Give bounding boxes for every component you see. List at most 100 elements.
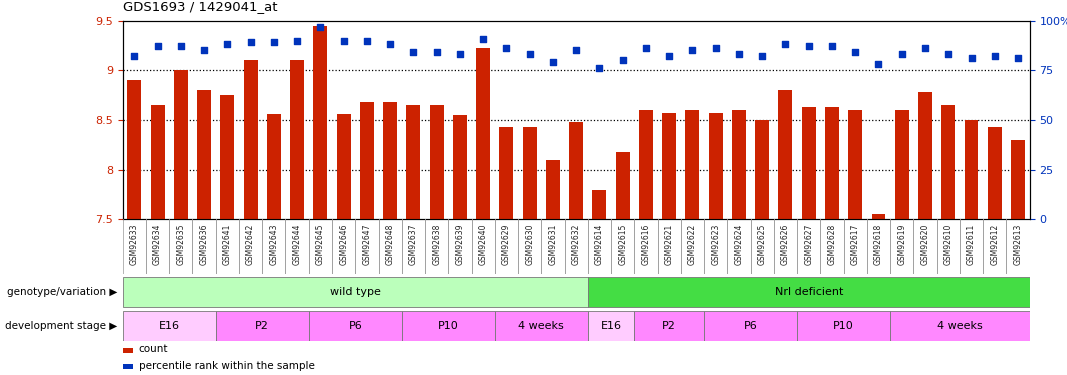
Text: GSM92634: GSM92634 [153, 224, 162, 265]
Bar [704, 311, 797, 340]
Text: GSM92637: GSM92637 [409, 224, 418, 265]
Text: GSM92638: GSM92638 [432, 224, 441, 265]
Point [847, 50, 864, 55]
Point [800, 44, 817, 50]
Bar [797, 311, 890, 340]
Text: GSM92617: GSM92617 [850, 224, 860, 265]
Point [684, 48, 701, 54]
Point [382, 42, 399, 48]
Point [1009, 56, 1026, 62]
Text: GSM92633: GSM92633 [130, 224, 139, 265]
Text: GSM92644: GSM92644 [292, 224, 302, 265]
Point [940, 51, 957, 57]
Bar [732, 110, 746, 219]
Text: 4 weeks: 4 weeks [937, 321, 983, 331]
Bar [588, 277, 1030, 307]
Point [731, 51, 748, 57]
Bar [1012, 140, 1025, 219]
Text: GSM92626: GSM92626 [781, 224, 790, 265]
Bar [848, 110, 862, 219]
Point [637, 45, 654, 51]
Bar [267, 114, 281, 219]
Bar [452, 115, 467, 219]
Text: P2: P2 [663, 321, 676, 331]
Text: count: count [139, 345, 169, 354]
Text: P10: P10 [833, 321, 854, 331]
Point [288, 38, 305, 44]
Text: GSM92611: GSM92611 [967, 224, 976, 265]
Text: GSM92624: GSM92624 [734, 224, 744, 265]
Text: GSM92613: GSM92613 [1014, 224, 1022, 265]
Bar [616, 152, 630, 219]
Point [660, 53, 678, 59]
Point [195, 48, 212, 54]
Text: E16: E16 [159, 321, 179, 331]
Text: percentile rank within the sample: percentile rank within the sample [139, 361, 315, 370]
Text: GSM92636: GSM92636 [200, 224, 208, 265]
Point [521, 51, 538, 57]
Point [219, 42, 236, 48]
Point [359, 38, 376, 44]
Bar [290, 60, 304, 219]
Text: GSM92618: GSM92618 [874, 224, 883, 265]
Text: GSM92643: GSM92643 [269, 224, 278, 265]
Bar [123, 311, 216, 340]
Point [615, 57, 632, 63]
Text: GSM92628: GSM92628 [828, 224, 837, 265]
Bar [634, 311, 704, 340]
Point [870, 62, 887, 68]
Text: GSM92642: GSM92642 [246, 224, 255, 265]
Text: GSM92610: GSM92610 [944, 224, 953, 265]
Point [242, 39, 259, 45]
Text: GSM92639: GSM92639 [456, 224, 464, 265]
Text: P6: P6 [349, 321, 362, 331]
Bar [890, 311, 1030, 340]
Point [777, 42, 794, 48]
Bar [895, 110, 909, 219]
Bar [708, 113, 722, 219]
Point [568, 48, 585, 54]
Text: GSM92635: GSM92635 [176, 224, 186, 265]
Bar [639, 110, 653, 219]
Bar [337, 114, 351, 219]
Text: GSM92648: GSM92648 [385, 224, 395, 265]
Point [498, 45, 515, 51]
Point [172, 44, 189, 50]
Text: GSM92621: GSM92621 [665, 224, 673, 265]
Bar [685, 110, 700, 219]
Bar [569, 122, 584, 219]
Bar [407, 105, 420, 219]
Bar [592, 190, 606, 219]
Bar [216, 311, 308, 340]
Point [266, 39, 283, 45]
Text: GSM92620: GSM92620 [921, 224, 929, 265]
Text: GSM92616: GSM92616 [641, 224, 651, 265]
Bar [476, 48, 490, 219]
Bar [918, 92, 931, 219]
Bar [801, 107, 815, 219]
Bar [755, 120, 769, 219]
Bar [383, 102, 397, 219]
Text: GSM92646: GSM92646 [339, 224, 348, 265]
Bar [499, 127, 513, 219]
Point [404, 50, 421, 55]
Text: GSM92647: GSM92647 [363, 224, 371, 265]
Text: GSM92623: GSM92623 [712, 224, 720, 265]
Point [964, 56, 981, 62]
Text: GSM92627: GSM92627 [805, 224, 813, 265]
Text: 4 weeks: 4 weeks [519, 321, 564, 331]
Text: GSM92612: GSM92612 [990, 224, 1000, 265]
Text: GSM92640: GSM92640 [479, 224, 488, 265]
Bar [243, 60, 257, 219]
Text: GDS1693 / 1429041_at: GDS1693 / 1429041_at [123, 0, 277, 13]
Point [893, 51, 910, 57]
Bar [221, 95, 235, 219]
Text: P6: P6 [744, 321, 758, 331]
Text: GSM92615: GSM92615 [618, 224, 627, 265]
Text: GSM92614: GSM92614 [595, 224, 604, 265]
Text: GSM92641: GSM92641 [223, 224, 232, 265]
Bar [941, 105, 955, 219]
Text: GSM92622: GSM92622 [688, 224, 697, 265]
Text: GSM92632: GSM92632 [572, 224, 580, 265]
Point [149, 44, 166, 50]
